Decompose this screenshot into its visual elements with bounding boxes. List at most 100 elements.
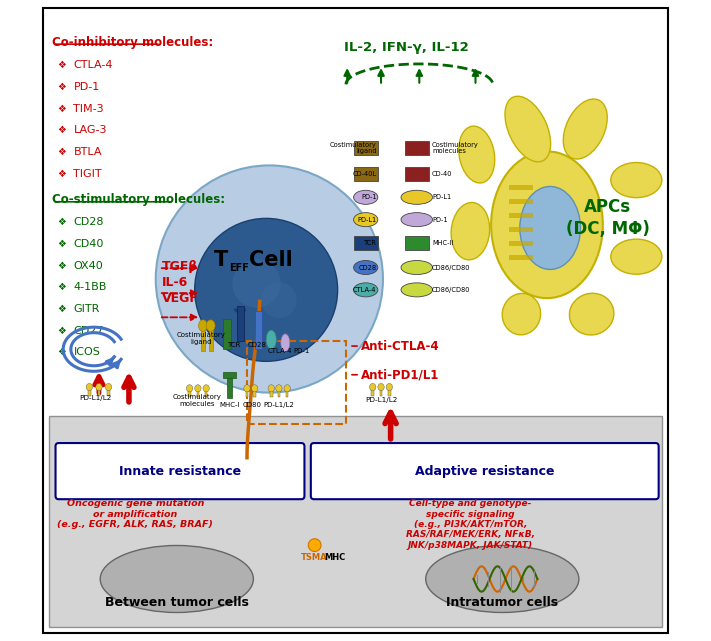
- Bar: [353, 236, 378, 249]
- Text: CD86/CD80: CD86/CD80: [432, 265, 471, 271]
- Ellipse shape: [284, 385, 290, 392]
- Text: PD-1: PD-1: [293, 348, 309, 354]
- Text: CD40: CD40: [73, 239, 104, 249]
- Ellipse shape: [611, 239, 662, 274]
- Bar: [253, 388, 256, 397]
- Text: Anti-CTLA-4: Anti-CTLA-4: [360, 340, 439, 353]
- Ellipse shape: [86, 383, 92, 390]
- Text: TSMA: TSMA: [301, 553, 328, 562]
- Ellipse shape: [198, 320, 208, 331]
- Bar: [353, 141, 378, 155]
- Text: CD-40: CD-40: [432, 171, 453, 177]
- Ellipse shape: [353, 283, 378, 297]
- Bar: [371, 387, 374, 395]
- Bar: [209, 326, 213, 351]
- FancyBboxPatch shape: [55, 443, 304, 499]
- Circle shape: [309, 539, 321, 551]
- Bar: [88, 387, 90, 395]
- Text: Costimulatory
molecules: Costimulatory molecules: [173, 394, 222, 406]
- Bar: [508, 254, 533, 260]
- Ellipse shape: [386, 383, 392, 390]
- Bar: [49, 416, 662, 627]
- Ellipse shape: [276, 385, 282, 392]
- Ellipse shape: [203, 385, 209, 392]
- Text: Costimulatory
ligand: Costimulatory ligand: [330, 142, 377, 154]
- Circle shape: [195, 219, 338, 362]
- Text: CTLA-4: CTLA-4: [268, 348, 292, 354]
- Bar: [196, 388, 199, 397]
- Bar: [508, 213, 533, 218]
- Ellipse shape: [206, 320, 215, 331]
- Text: ❖: ❖: [58, 260, 66, 271]
- Text: APCs
(DC, MΦ): APCs (DC, MΦ): [566, 198, 650, 238]
- Bar: [270, 388, 272, 397]
- Bar: [223, 319, 231, 349]
- Ellipse shape: [451, 203, 490, 260]
- Text: LAG-3: LAG-3: [73, 125, 107, 135]
- Ellipse shape: [505, 96, 550, 162]
- Text: ❖: ❖: [58, 304, 66, 314]
- Bar: [405, 236, 429, 249]
- Text: CTLA-4: CTLA-4: [73, 60, 113, 70]
- Bar: [97, 387, 100, 395]
- Text: TCR: TCR: [363, 240, 377, 246]
- Text: IL-2, IFN-γ, IL-12: IL-2, IFN-γ, IL-12: [344, 41, 469, 54]
- Text: MHC: MHC: [324, 553, 346, 562]
- Text: ICOS: ICOS: [73, 347, 100, 357]
- Ellipse shape: [502, 294, 540, 335]
- Ellipse shape: [611, 163, 662, 197]
- Ellipse shape: [370, 383, 376, 390]
- Ellipse shape: [353, 213, 378, 227]
- Bar: [388, 387, 390, 395]
- Ellipse shape: [105, 383, 112, 390]
- Text: CD28: CD28: [358, 265, 377, 271]
- Ellipse shape: [459, 126, 495, 183]
- Text: Innate resistance: Innate resistance: [119, 465, 241, 478]
- Ellipse shape: [353, 190, 378, 204]
- Text: ❖: ❖: [58, 239, 66, 249]
- Ellipse shape: [244, 385, 250, 392]
- Ellipse shape: [186, 385, 193, 392]
- Ellipse shape: [520, 187, 580, 269]
- Text: CD86/CD80: CD86/CD80: [432, 287, 471, 293]
- Text: GITR: GITR: [73, 304, 100, 314]
- Ellipse shape: [252, 385, 258, 392]
- Text: PD-1: PD-1: [361, 194, 377, 201]
- Text: PD-L1/L2: PD-L1/L2: [365, 397, 397, 403]
- Bar: [246, 388, 248, 397]
- Text: PD-L1: PD-L1: [358, 217, 377, 222]
- Ellipse shape: [491, 151, 603, 298]
- Text: Oncogenic gene mutation
or amplification
(e.g., EGFR, ALK, RAS, BRAF): Oncogenic gene mutation or amplification…: [58, 499, 213, 529]
- Ellipse shape: [96, 383, 102, 390]
- Text: ❖: ❖: [58, 82, 66, 92]
- Text: Cell-type and genotype-
specific signaling
(e.g., PI3K/AKT/mTOR,
RAS/RAF/MEK/ERK: Cell-type and genotype- specific signali…: [406, 499, 535, 550]
- Text: PD-1: PD-1: [432, 217, 448, 222]
- Bar: [405, 167, 429, 181]
- Bar: [201, 326, 205, 351]
- Bar: [255, 311, 262, 349]
- Text: ❖: ❖: [58, 125, 66, 135]
- Ellipse shape: [401, 283, 432, 297]
- Text: TGFβ
IL-6
VEGF: TGFβ IL-6 VEGF: [162, 260, 199, 304]
- Text: PD-1: PD-1: [73, 82, 100, 92]
- Text: CD80: CD80: [242, 402, 262, 408]
- Text: Costimulatory
molecules: Costimulatory molecules: [432, 142, 479, 154]
- Text: ❖: ❖: [58, 169, 66, 179]
- Text: ❖: ❖: [58, 347, 66, 357]
- Ellipse shape: [195, 385, 201, 392]
- Text: Anti-PD1/L1: Anti-PD1/L1: [360, 368, 439, 381]
- Bar: [223, 372, 235, 378]
- Text: OX40: OX40: [73, 260, 103, 271]
- Ellipse shape: [401, 260, 432, 274]
- Bar: [508, 241, 533, 246]
- Text: Adaptive resistance: Adaptive resistance: [415, 465, 555, 478]
- Text: Co-inhibitory molecules:: Co-inhibitory molecules:: [53, 37, 213, 49]
- Text: TIGIT: TIGIT: [73, 169, 102, 179]
- Bar: [227, 373, 232, 398]
- Bar: [508, 185, 533, 190]
- Text: CD28: CD28: [73, 217, 104, 227]
- Bar: [237, 306, 244, 341]
- Ellipse shape: [266, 330, 277, 349]
- Ellipse shape: [401, 190, 432, 204]
- Circle shape: [232, 259, 281, 308]
